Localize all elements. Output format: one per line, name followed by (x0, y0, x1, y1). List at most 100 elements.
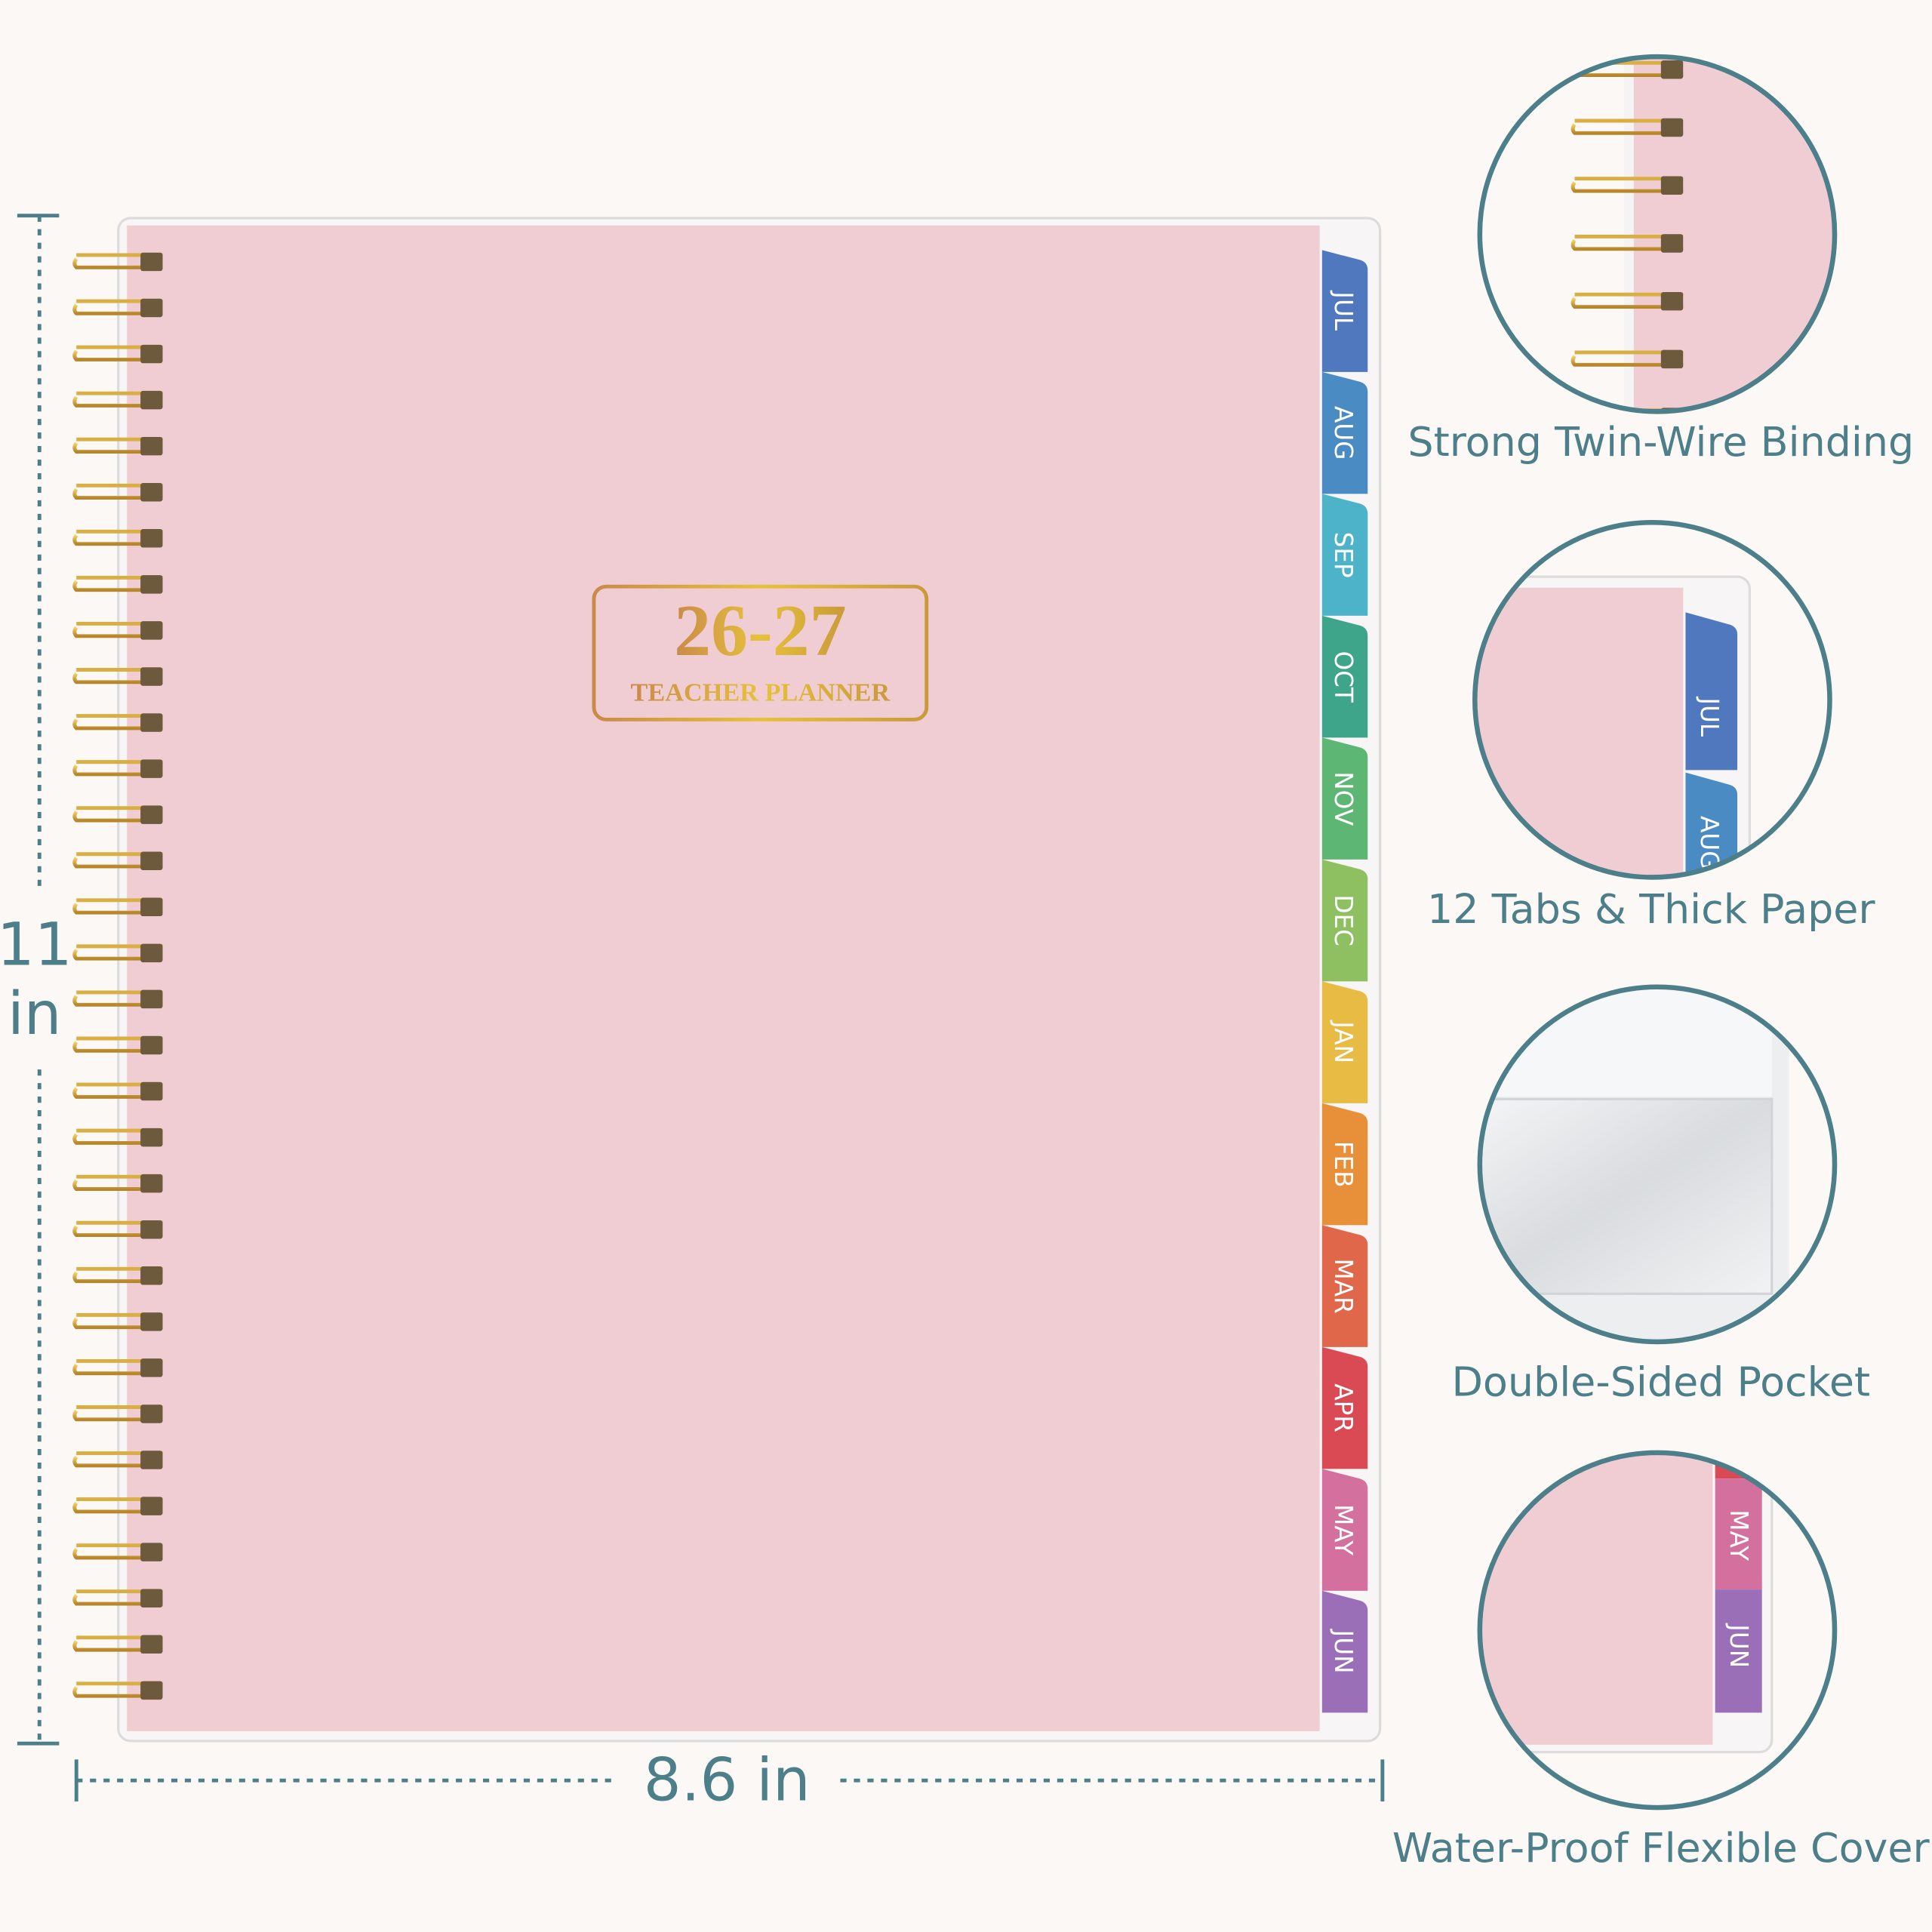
year: 26-27 (674, 590, 846, 672)
wire (72, 349, 163, 361)
tab (1321, 250, 1368, 372)
subtitle: TEACHER PLANNER (631, 678, 891, 707)
tab (1715, 1589, 1762, 1713)
feature-caption: Strong Twin-Wire Binding (1407, 418, 1914, 466)
wire (72, 257, 163, 269)
width-label: 8.6 in (644, 1746, 811, 1815)
wire (72, 1317, 163, 1330)
zoom-ring (1472, 519, 1832, 880)
hole (1660, 234, 1684, 253)
tab-label: JUN (1724, 1623, 1753, 1668)
hole (140, 1035, 163, 1055)
tab-label: JAN (1329, 1020, 1358, 1063)
wire (72, 1363, 163, 1376)
hole (140, 897, 163, 917)
hole (140, 344, 163, 364)
tab (1321, 1225, 1368, 1347)
hole (140, 1128, 163, 1147)
wire (72, 1686, 163, 1698)
hole (140, 1174, 163, 1193)
hole (140, 1081, 163, 1101)
wire (72, 1594, 163, 1606)
tab-label: OCT (1329, 651, 1358, 703)
tab-label: MAR (1329, 1259, 1358, 1314)
feature-caption: Water-Proof Flexible Cover (1392, 1824, 1930, 1872)
wire (72, 1225, 163, 1238)
hole (1660, 291, 1684, 311)
wire (72, 949, 163, 961)
label-box (592, 584, 929, 721)
hole (1660, 118, 1684, 137)
tab-label: AUG (1695, 816, 1724, 870)
tab-label: JUL (1695, 696, 1724, 737)
hole (1660, 60, 1684, 79)
zoom-content (1481, 988, 1834, 1341)
zoom-ring (1477, 1450, 1838, 1810)
hole (140, 851, 163, 870)
planner: 26-27 TEACHER PLANNER JUL AUG SEP OCT NOV DEC… (72, 217, 1382, 1743)
wire (72, 303, 163, 315)
wire (72, 580, 163, 592)
tab-label: MAY (1724, 1509, 1753, 1561)
hole (140, 1404, 163, 1423)
tab (1321, 1590, 1368, 1713)
hole (140, 1543, 163, 1561)
tab (1321, 494, 1368, 616)
hole (140, 667, 163, 686)
pocket (1481, 1097, 1774, 1295)
hole (140, 483, 163, 502)
tab-label: APR (1329, 1383, 1358, 1432)
tab-label: DEC (1329, 894, 1358, 946)
wire (72, 1640, 163, 1652)
wire (72, 1502, 163, 1514)
wire (72, 1455, 163, 1468)
hole (1660, 349, 1684, 369)
tab (1715, 1478, 1762, 1590)
wire (72, 1041, 163, 1053)
zoom-content: MAY JUN (1481, 1454, 1834, 1807)
wire (72, 1133, 163, 1145)
tab-label: MAY (1329, 1504, 1358, 1555)
hole (140, 252, 163, 272)
dimension-lines (17, 214, 1385, 1801)
wire (72, 764, 163, 777)
zoom-content (1481, 57, 1834, 411)
wire (72, 672, 163, 685)
plastic-strip (1623, 57, 1634, 411)
wire (1571, 123, 1684, 135)
wire (1571, 238, 1684, 251)
hole (140, 390, 163, 410)
tab (1321, 737, 1368, 860)
height-unit: in (8, 980, 61, 1048)
tab (1321, 1346, 1368, 1469)
hole (140, 621, 163, 640)
wire (72, 626, 163, 638)
hole (140, 1312, 163, 1331)
wire (72, 395, 163, 408)
hole (140, 1266, 163, 1285)
wire (72, 995, 163, 1007)
hole (1660, 176, 1684, 195)
feature-caption: 12 Tabs & Thick Paper (1427, 885, 1875, 933)
hole (140, 1451, 163, 1469)
feature-caption: Double-Sided Pocket (1451, 1358, 1870, 1406)
hole (140, 575, 163, 594)
tab (1321, 981, 1368, 1103)
wire (72, 1087, 163, 1099)
tab-label: AUG (1329, 406, 1358, 460)
tab (1685, 772, 1738, 876)
hole (140, 1589, 163, 1607)
wire (72, 811, 163, 823)
wire (72, 1179, 163, 1191)
wire (1571, 297, 1684, 309)
hole (140, 713, 163, 732)
wire (72, 1548, 163, 1560)
tab (1685, 612, 1738, 771)
wire (72, 718, 163, 731)
hole (140, 943, 163, 963)
zoom-content: JUL AUG (1475, 523, 1829, 876)
wire (1571, 181, 1684, 193)
hole (140, 805, 163, 824)
wire (72, 1409, 163, 1422)
